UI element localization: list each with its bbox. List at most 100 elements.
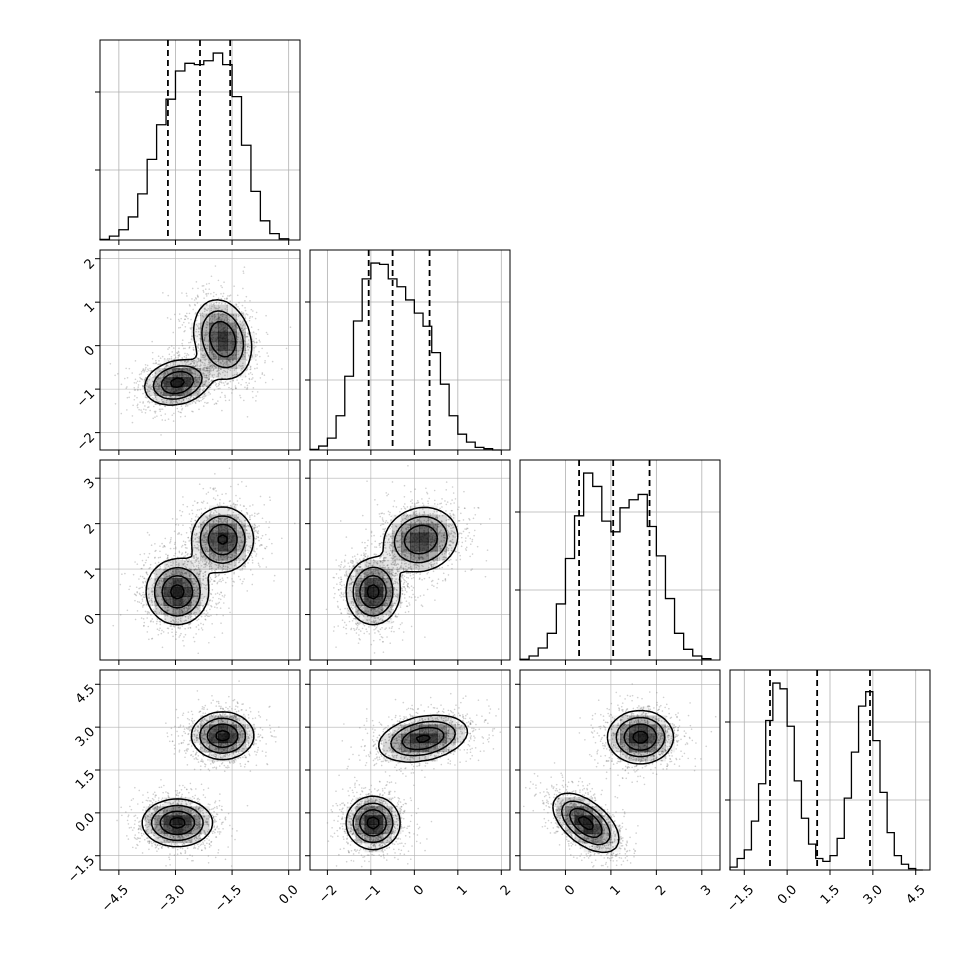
scatter-point [234, 354, 237, 357]
scatter-point [163, 371, 166, 374]
scatter-point [197, 347, 200, 350]
scatter-point [253, 347, 255, 349]
scatter-point [214, 498, 217, 501]
scatter-point [218, 316, 220, 319]
scatter-point [212, 358, 214, 360]
scatter-point [190, 568, 192, 571]
scatter-point [172, 420, 175, 422]
scatter-point [195, 385, 197, 388]
scatter-point [239, 527, 242, 529]
scatter-point [249, 365, 252, 368]
scatter-point [202, 500, 205, 503]
scatter-point [373, 625, 376, 627]
scatter-point [170, 395, 172, 398]
scatter-point [226, 318, 229, 320]
scatter-point [213, 518, 216, 521]
scatter-point [221, 382, 223, 384]
scatter-point [247, 332, 249, 335]
scatter-point [208, 378, 211, 380]
scatter-point [225, 298, 228, 300]
scatter-point [182, 347, 185, 350]
scatter-point [197, 501, 199, 504]
scatter-point [185, 404, 187, 406]
scatter-point [169, 375, 171, 377]
scatter-point [243, 565, 246, 567]
scatter-point [160, 434, 162, 436]
scatter-point [200, 551, 202, 553]
scatter-point [225, 517, 228, 520]
scatter-point [227, 509, 230, 512]
scatter-point [198, 389, 201, 391]
scatter-point [229, 500, 232, 502]
scatter-point [257, 530, 260, 532]
scatter-point [219, 314, 222, 316]
scatter-point [182, 540, 185, 543]
scatter-point [239, 559, 241, 562]
scatter-point [177, 533, 179, 535]
scatter-point [182, 639, 184, 642]
scatter-point [191, 371, 194, 374]
scatter-point [201, 368, 204, 371]
scatter-point [229, 556, 232, 559]
density-cell [200, 560, 210, 570]
scatter-point [207, 332, 210, 335]
scatter-point [128, 391, 131, 394]
scatter-point [184, 546, 187, 549]
scatter-point [131, 421, 134, 424]
scatter-point [138, 408, 140, 411]
scatter-point [208, 522, 211, 524]
scatter-point [255, 337, 258, 340]
density-cell [190, 331, 201, 342]
scatter-point [217, 297, 220, 300]
density-cell [227, 331, 237, 342]
scatter-point [231, 388, 234, 391]
scatter-point [449, 512, 451, 515]
scatter-point [205, 613, 207, 615]
scatter-point [134, 378, 137, 381]
scatter-point [211, 562, 213, 565]
scatter-point [206, 309, 209, 312]
scatter-point [183, 355, 186, 358]
scatter-point [194, 386, 196, 388]
scatter-point [209, 512, 212, 515]
scatter-point [142, 596, 145, 598]
scatter-point [191, 386, 193, 389]
scatter-point [206, 369, 208, 372]
scatter-point [188, 623, 190, 626]
scatter-point [210, 368, 212, 370]
density-cell [227, 340, 237, 351]
density-cell [154, 368, 165, 378]
scatter-point [367, 539, 369, 542]
scatter-point [211, 353, 214, 355]
scatter-point [140, 409, 142, 411]
scatter-point [169, 538, 172, 541]
scatter-point [187, 536, 189, 539]
scatter-point [178, 636, 180, 638]
scatter-point [155, 389, 158, 392]
scatter-point [245, 544, 248, 547]
scatter-point [166, 575, 168, 578]
scatter-point [233, 330, 236, 333]
scatter-point [213, 553, 215, 555]
scatter-point [154, 372, 157, 374]
scatter-point [403, 484, 406, 487]
scatter-point [200, 604, 202, 606]
scatter-point [171, 399, 174, 402]
scatter-point [144, 405, 146, 407]
scatter-point [215, 301, 218, 304]
scatter-point [201, 605, 204, 607]
scatter-point [205, 332, 207, 334]
scatter-point [133, 398, 136, 401]
scatter-point [133, 593, 136, 595]
scatter-point [177, 621, 179, 623]
scatter-point [217, 317, 219, 320]
scatter-point [255, 529, 257, 532]
scatter-point [201, 354, 204, 356]
scatter-point [214, 563, 217, 566]
scatter-point [189, 606, 192, 608]
scatter-point [211, 551, 213, 553]
scatter-point [247, 345, 249, 348]
scatter-point [161, 393, 164, 396]
scatter-point [158, 386, 160, 389]
scatter-point [216, 375, 218, 378]
